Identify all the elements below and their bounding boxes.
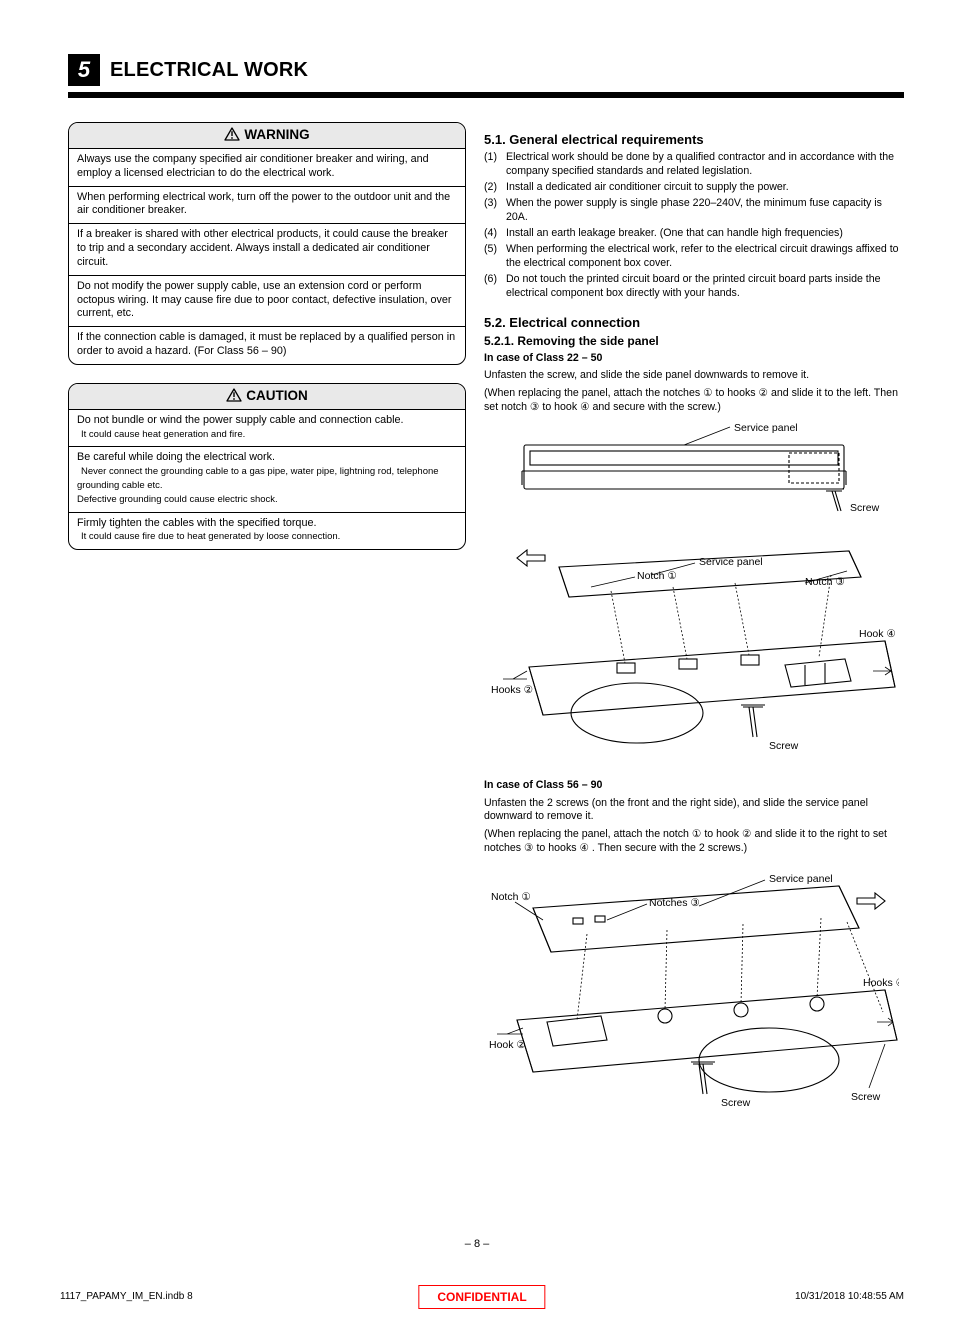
confidential-stamp: CONFIDENTIAL <box>418 1285 545 1309</box>
fig2-screw-label: Screw <box>769 740 799 752</box>
caution-row: Firmly tighten the cables with the speci… <box>69 513 465 550</box>
figure-2-svg: Service panel Notch ① Notch ③ Hooks ② Ho… <box>489 535 899 775</box>
footer-left: 1117_PAPAMY_IM_EN.indb 8 <box>60 1291 193 1302</box>
header-rule <box>68 92 904 98</box>
warning-title: WARNING <box>244 127 309 142</box>
caution-row-main: Be careful while doing the electrical wo… <box>77 451 275 463</box>
figure-2: Service panel Notch ① Notch ③ Hooks ② Ho… <box>484 535 904 775</box>
general-requirements-list: Electrical work should be done by a qual… <box>484 151 904 301</box>
sub-5-1-head: 5.1. General electrical requirements <box>484 132 904 147</box>
warning-row: When performing electrical work, turn of… <box>69 187 465 225</box>
caution-row: Do not bundle or wind the power supply c… <box>69 410 465 448</box>
caution-title: CAUTION <box>246 388 308 403</box>
fig3-screw-label: Screw <box>721 1097 751 1109</box>
section-header: 5 ELECTRICAL WORK <box>68 54 904 86</box>
right-column: 5.1. General electrical requirements Ele… <box>484 122 904 1136</box>
figure-3-svg: Service panel Notch ① Hook ② Notches ③ H… <box>489 862 899 1132</box>
content-columns: WARNING Always use the company specified… <box>68 122 904 1136</box>
caution-row-sub: It could cause fire due to heat generate… <box>77 531 340 542</box>
caution-box: CAUTION Do not bundle or wind the power … <box>68 383 466 551</box>
figure-1-svg: Service panel Screw <box>494 421 894 529</box>
case-label: In case of Class 22 – 50 <box>484 352 904 366</box>
section-number-box: 5 <box>68 54 100 86</box>
instruction-text: Unfasten the screw, and slide the side p… <box>484 369 904 383</box>
section-title: ELECTRICAL WORK <box>110 59 308 82</box>
warning-row: Do not modify the power supply cable, us… <box>69 276 465 327</box>
page-number: – 8 – <box>465 1238 489 1250</box>
warning-row: Always use the company specified air con… <box>69 149 465 187</box>
fig1-screw-label: Screw <box>850 502 880 514</box>
warning-row: If a breaker is shared with other electr… <box>69 224 465 275</box>
warning-row: If the connection cable is damaged, it m… <box>69 327 465 364</box>
list-item: Electrical work should be done by a qual… <box>484 151 904 179</box>
fig2-notch2-label: Notch ③ <box>805 576 845 588</box>
fig2-notch1-label: Notch ① <box>637 570 677 582</box>
case-label-2: In case of Class 56 – 90 <box>484 779 904 793</box>
left-column: WARNING Always use the company specified… <box>68 122 466 1136</box>
instruction-text: Unfasten the 2 screws (on the front and … <box>484 797 904 825</box>
fig3-notch-label: Notch ① <box>491 891 531 903</box>
page-container: 5 ELECTRICAL WORK WARNING Always use the… <box>0 0 954 1342</box>
fig3-hook-label: Hook ② <box>489 1039 526 1051</box>
list-item: Do not touch the printed circuit board o… <box>484 273 904 301</box>
caution-head: CAUTION <box>69 384 465 410</box>
fig3-panel-label: Service panel <box>769 873 833 885</box>
page-footer: 1117_PAPAMY_IM_EN.indb 8 10/31/2018 10:4… <box>60 1291 904 1302</box>
sub-5-2-1-head: 5.2.1. Removing the side panel <box>484 334 904 348</box>
list-item: When performing the electrical work, ref… <box>484 243 904 271</box>
warning-head: WARNING <box>69 123 465 149</box>
fig2-panel-label: Service panel <box>699 556 763 568</box>
caution-row-sub: It could cause heat generation and fire. <box>77 429 245 440</box>
warning-box: WARNING Always use the company specified… <box>68 122 466 365</box>
figure-3: Service panel Notch ① Hook ② Notches ③ H… <box>484 862 904 1132</box>
section-number: 5 <box>78 57 90 83</box>
fig3-screw2-label: Screw <box>851 1091 881 1103</box>
instruction-text: (When replacing the panel, attach the no… <box>484 387 904 415</box>
footer-right: 10/31/2018 10:48:55 AM <box>795 1291 904 1302</box>
fig2-hooks-label: Hooks ② <box>491 684 534 696</box>
caution-row-main: Firmly tighten the cables with the speci… <box>77 517 316 529</box>
list-item: When the power supply is single phase 22… <box>484 197 904 225</box>
warning-icon <box>224 127 240 141</box>
sub-5-2-head: 5.2. Electrical connection <box>484 315 904 330</box>
fig3-hooks4-label: Hooks ④ <box>863 977 899 989</box>
fig1-panel-label: Service panel <box>734 422 798 434</box>
instruction-text: (When replacing the panel, attach the no… <box>484 828 904 856</box>
caution-row: Be careful while doing the electrical wo… <box>69 447 465 512</box>
fig3-notches3-label: Notches ③ <box>649 897 700 909</box>
list-item: Install an earth leakage breaker. (One t… <box>484 227 904 241</box>
figure-1: Service panel Screw <box>484 421 904 529</box>
list-item: Install a dedicated air conditioner circ… <box>484 181 904 195</box>
fig2-hook4-label: Hook ④ <box>859 628 896 640</box>
warning-icon <box>226 388 242 402</box>
caution-row-main: Do not bundle or wind the power supply c… <box>77 414 404 426</box>
caution-row-sub: Never connect the grounding cable to a g… <box>77 466 439 505</box>
